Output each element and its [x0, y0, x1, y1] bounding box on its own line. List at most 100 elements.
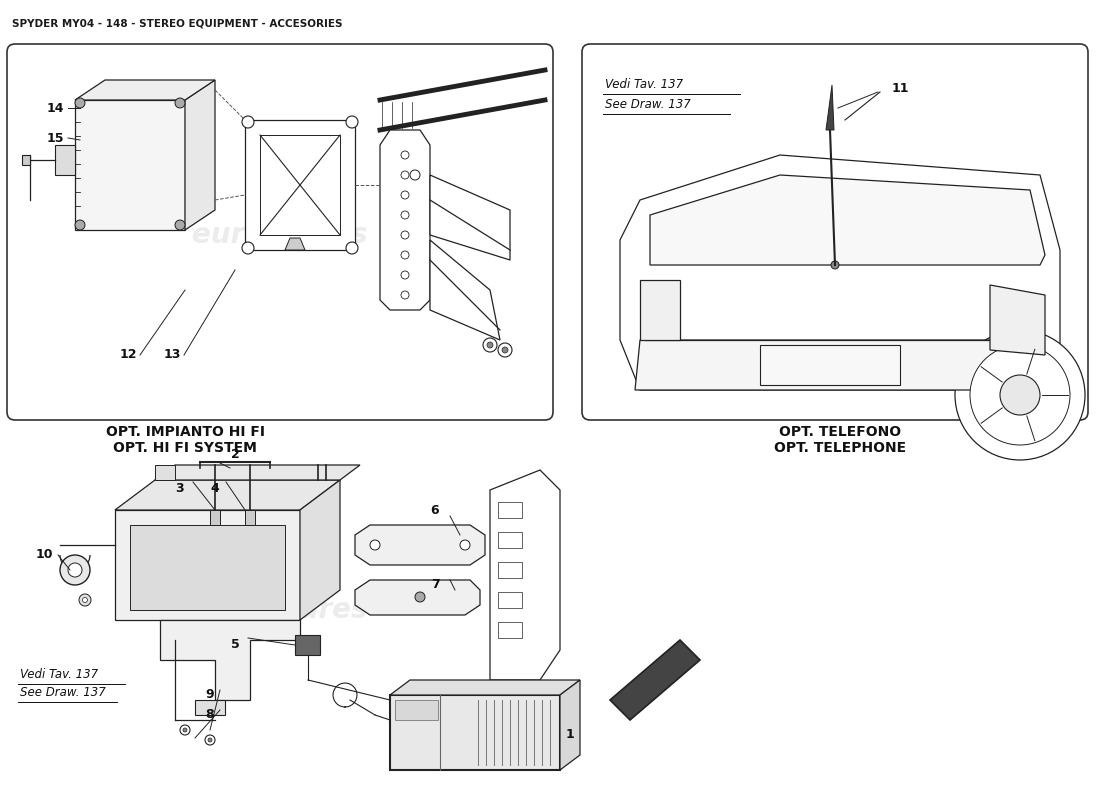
FancyBboxPatch shape: [582, 44, 1088, 420]
Polygon shape: [185, 80, 214, 230]
Circle shape: [1000, 375, 1040, 415]
Circle shape: [415, 592, 425, 602]
Circle shape: [410, 170, 420, 180]
Polygon shape: [640, 280, 680, 340]
Circle shape: [402, 151, 409, 159]
Polygon shape: [245, 120, 355, 250]
Circle shape: [242, 242, 254, 254]
Text: OPT. TELEFONO
OPT. TELEPHONE: OPT. TELEFONO OPT. TELEPHONE: [774, 425, 906, 455]
Polygon shape: [155, 465, 360, 480]
Circle shape: [402, 251, 409, 259]
Polygon shape: [760, 345, 900, 385]
Text: 15: 15: [46, 131, 64, 145]
Polygon shape: [498, 502, 522, 518]
Polygon shape: [160, 620, 300, 700]
Polygon shape: [390, 680, 580, 695]
Circle shape: [504, 504, 516, 516]
Circle shape: [402, 191, 409, 199]
Text: Vedi Tav. 137: Vedi Tav. 137: [605, 78, 683, 91]
Circle shape: [175, 220, 185, 230]
Text: Vedi Tav. 137: Vedi Tav. 137: [20, 668, 98, 681]
Polygon shape: [155, 465, 175, 480]
Circle shape: [402, 231, 409, 239]
Circle shape: [68, 563, 82, 577]
Circle shape: [504, 534, 516, 546]
Polygon shape: [490, 470, 560, 680]
Polygon shape: [285, 238, 305, 250]
Circle shape: [402, 291, 409, 299]
Circle shape: [370, 540, 379, 550]
Text: eurospares: eurospares: [747, 221, 923, 249]
Circle shape: [79, 594, 91, 606]
Circle shape: [346, 242, 358, 254]
Polygon shape: [55, 145, 75, 175]
Text: eurospares: eurospares: [192, 221, 367, 249]
Polygon shape: [260, 135, 340, 235]
Polygon shape: [560, 680, 580, 770]
Polygon shape: [650, 175, 1045, 265]
Polygon shape: [75, 80, 214, 100]
Polygon shape: [116, 510, 300, 620]
Text: 11: 11: [891, 82, 909, 94]
Polygon shape: [130, 525, 285, 610]
Polygon shape: [430, 175, 510, 260]
Circle shape: [502, 347, 508, 353]
Polygon shape: [210, 510, 220, 525]
Circle shape: [402, 271, 409, 279]
Polygon shape: [430, 240, 500, 340]
Circle shape: [498, 343, 512, 357]
Text: 13: 13: [163, 349, 180, 362]
Text: eurospares: eurospares: [192, 596, 367, 624]
Circle shape: [970, 345, 1070, 445]
Text: 14: 14: [46, 102, 64, 114]
Polygon shape: [620, 155, 1060, 390]
Text: 4: 4: [210, 482, 219, 494]
Circle shape: [483, 338, 497, 352]
Polygon shape: [355, 580, 480, 615]
Polygon shape: [300, 480, 340, 620]
Polygon shape: [990, 285, 1045, 355]
Polygon shape: [635, 340, 1025, 390]
Text: 1: 1: [565, 729, 574, 742]
Polygon shape: [75, 100, 185, 230]
Polygon shape: [610, 640, 700, 720]
Text: 6: 6: [431, 503, 439, 517]
Text: 2: 2: [231, 449, 240, 462]
Polygon shape: [355, 525, 485, 565]
Polygon shape: [22, 155, 30, 165]
Circle shape: [487, 342, 493, 348]
Polygon shape: [498, 532, 522, 548]
Polygon shape: [390, 695, 560, 770]
Polygon shape: [395, 700, 438, 720]
Circle shape: [346, 116, 358, 128]
Circle shape: [242, 116, 254, 128]
Circle shape: [504, 594, 516, 606]
Circle shape: [504, 564, 516, 576]
Circle shape: [60, 555, 90, 585]
Circle shape: [205, 735, 214, 745]
Circle shape: [402, 211, 409, 219]
Circle shape: [75, 98, 85, 108]
Polygon shape: [498, 592, 522, 608]
Polygon shape: [498, 562, 522, 578]
Text: See Draw. 137: See Draw. 137: [605, 98, 691, 111]
Text: See Draw. 137: See Draw. 137: [20, 686, 106, 699]
Polygon shape: [826, 85, 834, 130]
Polygon shape: [195, 700, 226, 715]
Circle shape: [955, 330, 1085, 460]
Circle shape: [402, 171, 409, 179]
Text: 12: 12: [119, 349, 136, 362]
Circle shape: [82, 598, 88, 602]
Circle shape: [460, 540, 470, 550]
Circle shape: [208, 738, 212, 742]
Polygon shape: [245, 510, 255, 525]
Circle shape: [75, 220, 85, 230]
Circle shape: [504, 624, 516, 636]
Polygon shape: [295, 635, 320, 655]
Text: OPT. IMPIANTO HI FI
OPT. HI FI SYSTEM: OPT. IMPIANTO HI FI OPT. HI FI SYSTEM: [106, 425, 264, 455]
Text: SPYDER MY04 - 148 - STEREO EQUIPMENT - ACCESORIES: SPYDER MY04 - 148 - STEREO EQUIPMENT - A…: [12, 18, 342, 28]
Circle shape: [830, 261, 839, 269]
Text: 5: 5: [231, 638, 240, 651]
Text: 8: 8: [206, 709, 214, 722]
FancyBboxPatch shape: [7, 44, 553, 420]
